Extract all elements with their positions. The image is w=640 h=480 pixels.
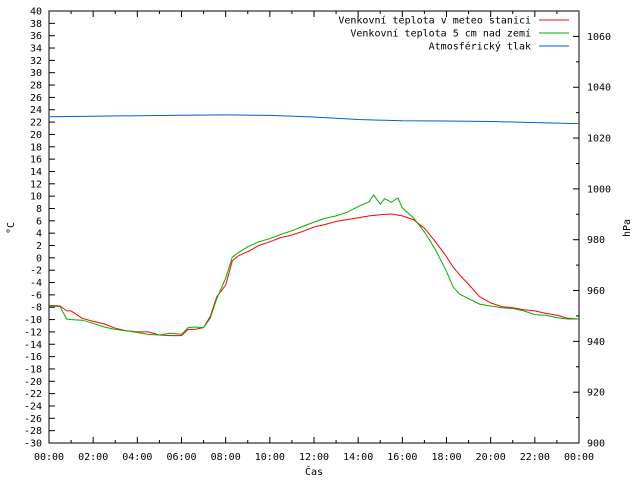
y-left-tick-label: -4 bbox=[30, 278, 42, 289]
series-line-3 bbox=[48, 114, 580, 125]
x-tick-label: 10:00 bbox=[255, 452, 285, 463]
y-left-tick-label: -12 bbox=[24, 327, 42, 338]
x-tick-label: 00:00 bbox=[564, 452, 594, 463]
y-left-tick-label: -18 bbox=[24, 364, 42, 375]
x-tick-label: 00:00 bbox=[34, 452, 64, 463]
y-left-tick-label: 6 bbox=[36, 216, 42, 227]
y-left-tick-label: -6 bbox=[30, 290, 42, 301]
y-left-tick-label: 34 bbox=[30, 44, 42, 55]
y-left-tick-label: -26 bbox=[24, 414, 42, 425]
y-left-tick-label: -10 bbox=[24, 315, 42, 326]
y-left-tick-label: 14 bbox=[30, 167, 42, 178]
legend: Venkovní teplota v meteo staniciVenkovní… bbox=[338, 15, 569, 53]
y-left-tick-label: -30 bbox=[24, 439, 42, 450]
y-right-tick-label: 1060 bbox=[587, 32, 611, 43]
y-left-tick-label: 4 bbox=[36, 229, 42, 240]
y-left-tick-label: 36 bbox=[30, 31, 42, 42]
y-left-tick-label: -20 bbox=[24, 377, 42, 388]
y-left-tick-label: -22 bbox=[24, 389, 42, 400]
y-left-tick-label: -24 bbox=[24, 401, 42, 412]
y-left-tick-label: 24 bbox=[30, 105, 42, 116]
series-line-1 bbox=[48, 213, 580, 337]
y-left-tick-label: 12 bbox=[30, 179, 42, 190]
y-left-tick-label: 32 bbox=[30, 56, 42, 67]
y-right-tick-label: 1000 bbox=[587, 184, 611, 195]
x-tick-label: 04:00 bbox=[122, 452, 152, 463]
y-left-tick-label: -14 bbox=[24, 340, 42, 351]
y-left-tick-label: 40 bbox=[30, 7, 42, 18]
y-left-tick-label: 30 bbox=[30, 68, 42, 79]
y-axis-label-right: hPa bbox=[622, 219, 633, 237]
x-tick-label: 18:00 bbox=[431, 452, 461, 463]
legend-label-2: Venkovní teplota 5 cm nad zemí bbox=[350, 28, 531, 40]
y-right-tick-label: 920 bbox=[587, 388, 605, 399]
y-right-tick-label: 1040 bbox=[587, 83, 611, 94]
y-left-tick-label: -28 bbox=[24, 426, 42, 437]
y-left-tick-label: 38 bbox=[30, 19, 42, 30]
y-left-tick-label: 10 bbox=[30, 192, 42, 203]
y-left-tick-label: 8 bbox=[36, 204, 42, 215]
y-right-tick-label: 980 bbox=[587, 235, 605, 246]
y-left-tick-label: 2 bbox=[36, 241, 42, 252]
y-left-tick-label: -16 bbox=[24, 352, 42, 363]
series-layer bbox=[48, 114, 580, 337]
y-left-tick-label: 26 bbox=[30, 93, 42, 104]
y-left-tick-label: 0 bbox=[36, 253, 42, 264]
y-left-tick-label: 16 bbox=[30, 155, 42, 166]
series-line-2 bbox=[48, 194, 579, 336]
y-right-tick-label: 900 bbox=[587, 439, 605, 450]
x-tick-label: 08:00 bbox=[211, 452, 241, 463]
legend-label-3: Atmosférický tlak bbox=[429, 41, 531, 53]
legend-label-1: Venkovní teplota v meteo stanici bbox=[338, 15, 531, 27]
y-axis-label-left: °C bbox=[6, 222, 17, 234]
x-axis-label: Čas bbox=[305, 465, 323, 478]
x-tick-label: 06:00 bbox=[166, 452, 196, 463]
x-tick-label: 02:00 bbox=[78, 452, 108, 463]
y-left-tick-label: 22 bbox=[30, 118, 42, 129]
y-left-tick-label: 18 bbox=[30, 142, 42, 153]
x-tick-label: 14:00 bbox=[343, 452, 373, 463]
y-left-tick-label: -8 bbox=[30, 303, 42, 314]
y-right-tick-label: 960 bbox=[587, 286, 605, 297]
x-tick-label: 16:00 bbox=[387, 452, 417, 463]
y-left-tick-label: 20 bbox=[30, 130, 42, 141]
y-left-tick-label: -2 bbox=[30, 266, 42, 277]
ticks: 00:00 02:00 04:00 06:00 08:00 10:00 12:00 14:00… bbox=[24, 7, 611, 464]
y-right-tick-label: 940 bbox=[587, 337, 605, 348]
y-right-tick-label: 1020 bbox=[587, 134, 611, 145]
y-left-tick-label: 28 bbox=[30, 81, 42, 92]
x-tick-label: 20:00 bbox=[476, 452, 506, 463]
x-tick-label: 22:00 bbox=[520, 452, 550, 463]
x-tick-label: 12:00 bbox=[299, 452, 329, 463]
